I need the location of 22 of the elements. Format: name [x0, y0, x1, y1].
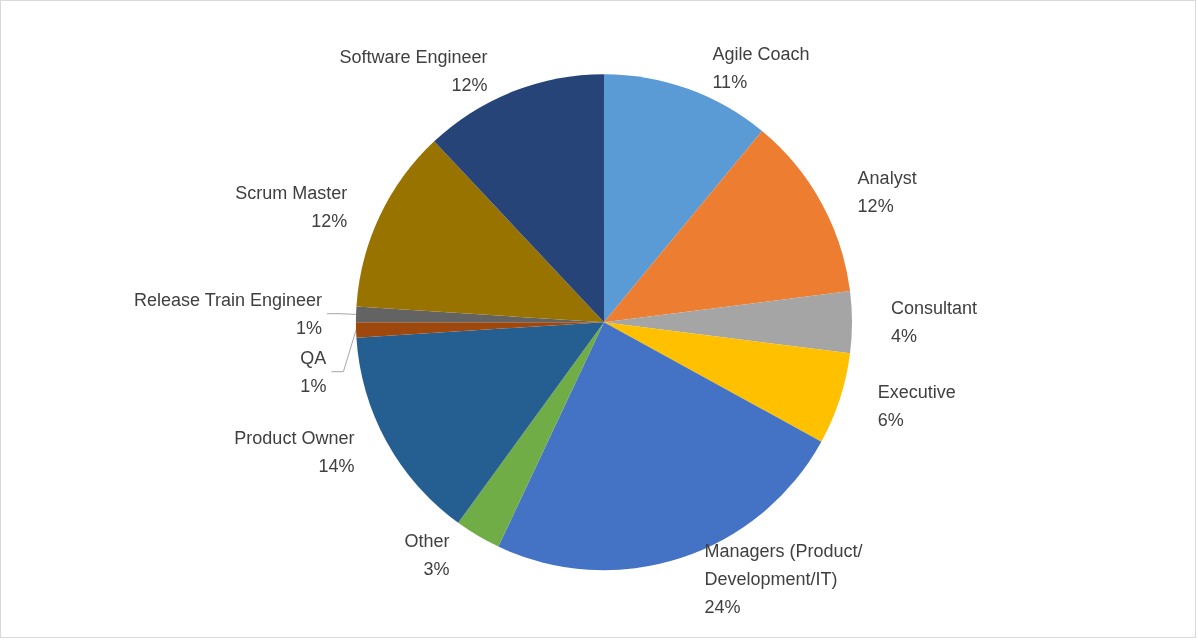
data-label: 1% — [300, 375, 327, 396]
data-label: 12% — [857, 196, 894, 217]
data-label: 3% — [423, 558, 450, 579]
slice-label: Managers (Product/Development/IT) — [704, 541, 863, 589]
slice-label: Release Train Engineer — [133, 289, 323, 310]
data-label: 12% — [451, 75, 488, 96]
data-label: 4% — [891, 326, 918, 347]
data-label: 1% — [296, 317, 323, 338]
slice-label: Analyst — [857, 168, 917, 189]
data-label: 12% — [311, 211, 348, 232]
slice-label: QA — [300, 347, 327, 368]
data-label: 14% — [318, 456, 355, 477]
slice-label: Executive — [877, 381, 956, 402]
data-label: 11% — [712, 72, 748, 93]
data-label: 6% — [877, 409, 904, 430]
slice-label: Agile Coach — [712, 44, 810, 65]
slice-label: Other — [404, 530, 450, 551]
slice-label: Product Owner — [234, 428, 355, 449]
slice-label: Software Engineer — [339, 47, 488, 68]
slice-label: Consultant — [891, 298, 978, 319]
slice-label: Scrum Master — [235, 183, 348, 204]
data-label: 24% — [704, 597, 741, 617]
